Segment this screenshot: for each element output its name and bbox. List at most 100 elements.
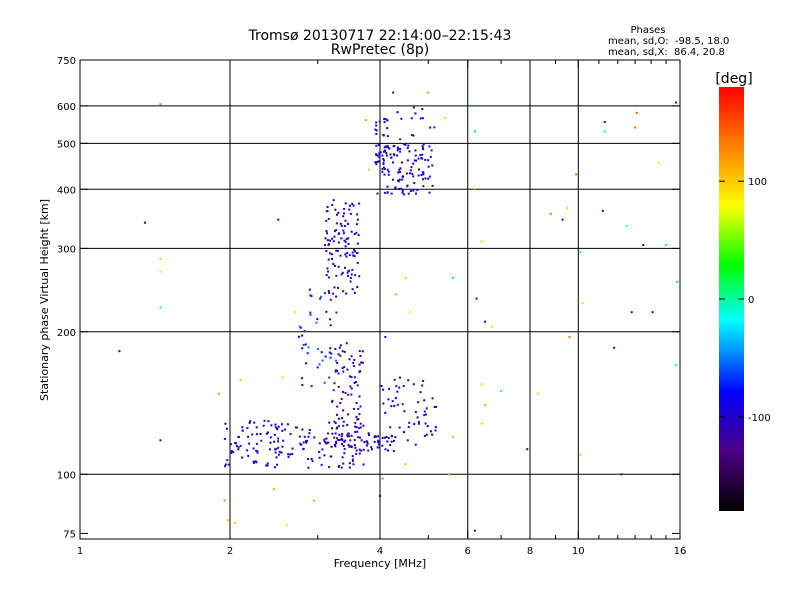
- data-point: [235, 445, 238, 448]
- data-point: [378, 120, 381, 123]
- data-point: [393, 154, 396, 157]
- data-point: [266, 464, 269, 467]
- data-point: [337, 417, 340, 420]
- data-point: [349, 385, 352, 388]
- data-point: [376, 154, 379, 157]
- data-point: [404, 463, 407, 466]
- data-point: [386, 127, 389, 130]
- data-point: [335, 413, 338, 416]
- data-point: [350, 230, 353, 233]
- data-point: [346, 251, 349, 254]
- data-point: [270, 424, 273, 427]
- data-point: [307, 346, 310, 349]
- data-point: [388, 147, 391, 150]
- data-point: [423, 399, 426, 402]
- data-point: [375, 132, 378, 135]
- x-tick-label: 1: [77, 546, 83, 557]
- data-point: [353, 358, 356, 361]
- data-point: [338, 346, 341, 349]
- data-point: [375, 129, 378, 132]
- data-point: [353, 381, 356, 384]
- data-point: [473, 130, 476, 133]
- data-point: [291, 447, 294, 450]
- data-point: [318, 450, 321, 453]
- data-point: [378, 153, 381, 156]
- data-point: [500, 389, 503, 392]
- data-point: [325, 229, 328, 232]
- data-point: [301, 383, 304, 386]
- data-point: [287, 455, 290, 458]
- data-point: [362, 448, 365, 451]
- data-point: [387, 437, 390, 440]
- data-point: [347, 435, 350, 438]
- data-point: [419, 117, 422, 120]
- data-point: [423, 414, 426, 417]
- data-point: [332, 240, 335, 243]
- data-point: [349, 277, 352, 280]
- data-point: [346, 433, 349, 436]
- data-point: [301, 347, 304, 350]
- colorbar-ticks: 100 0 -100: [719, 177, 771, 424]
- y-axis: 75 100 200 300 400 500 600 750: [57, 56, 680, 540]
- data-point: [386, 449, 389, 452]
- data-point: [293, 311, 296, 314]
- data-point: [354, 274, 357, 277]
- data-point: [315, 321, 318, 324]
- data-point: [356, 286, 359, 289]
- data-point: [394, 436, 397, 439]
- data-point: [224, 422, 227, 425]
- data-point: [365, 119, 368, 122]
- data-point: [480, 240, 483, 243]
- data-point: [351, 268, 354, 271]
- data-point: [412, 106, 415, 109]
- y-tick-label: 500: [57, 139, 76, 150]
- data-point: [298, 325, 301, 328]
- data-point: [217, 392, 220, 395]
- data-point: [365, 440, 368, 443]
- data-point: [232, 451, 235, 454]
- data-point: [383, 146, 386, 149]
- data-point: [351, 460, 354, 463]
- data-point: [398, 386, 401, 389]
- data-point: [374, 161, 377, 164]
- data-point: [337, 465, 340, 468]
- data-point: [252, 447, 255, 450]
- data-point: [356, 418, 359, 421]
- data-point: [255, 442, 258, 445]
- data-point: [393, 378, 396, 381]
- data-point: [272, 488, 275, 491]
- data-point: [226, 519, 229, 522]
- data-point: [399, 376, 402, 379]
- data-point: [484, 320, 487, 323]
- data-point: [377, 439, 380, 442]
- data-point: [332, 262, 335, 265]
- data-point: [428, 145, 431, 148]
- data-point: [361, 350, 364, 353]
- data-point: [331, 237, 334, 240]
- data-point: [406, 159, 409, 162]
- scatter-points: [118, 91, 679, 532]
- x-axis-label: Frequency [MHz]: [334, 557, 426, 570]
- data-point: [434, 429, 437, 432]
- data-point: [399, 138, 402, 141]
- data-point: [337, 265, 340, 268]
- data-point: [237, 435, 240, 438]
- data-point: [579, 250, 582, 253]
- data-point: [298, 435, 301, 438]
- data-point: [346, 271, 349, 274]
- data-point: [356, 384, 359, 387]
- data-point: [423, 434, 426, 437]
- data-point: [282, 439, 285, 442]
- data-point: [341, 443, 344, 446]
- data-point: [337, 211, 340, 214]
- data-point: [357, 234, 360, 237]
- data-point: [396, 154, 399, 157]
- data-point: [347, 413, 350, 416]
- data-point: [286, 423, 289, 426]
- y-axis-label: Stationary phase Virtual Height [km]: [38, 199, 51, 401]
- data-point: [335, 229, 338, 232]
- data-point: [328, 466, 331, 469]
- data-point: [342, 445, 345, 448]
- data-point: [289, 453, 292, 456]
